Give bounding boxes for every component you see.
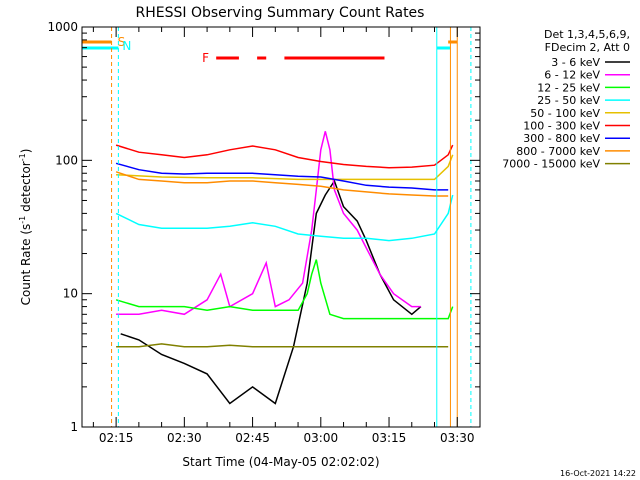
y-tick-label: 1 bbox=[70, 420, 78, 434]
legend-label-8: 7000 - 15000 keV bbox=[502, 158, 600, 171]
y-tick-label: 100 bbox=[55, 153, 78, 167]
y-axis-ticks: 1 10 100 1000 bbox=[47, 20, 480, 434]
chart-title: RHESSI Observing Summary Count Rates bbox=[136, 5, 425, 21]
plot-frame bbox=[81, 26, 481, 428]
state-markers: SN F bbox=[82, 27, 472, 427]
x-tick-label: 03:30 bbox=[440, 431, 475, 445]
legend-label-6: 300 - 800 keV bbox=[523, 132, 600, 145]
x-tick-label: 03:00 bbox=[304, 431, 339, 445]
x-tick-label: 02:45 bbox=[235, 431, 270, 445]
legend-label-3: 25 - 50 keV bbox=[537, 94, 600, 107]
y-axis-label-mid: detector bbox=[19, 161, 33, 216]
series-line-3 bbox=[115, 194, 454, 242]
x-axis-label: Start Time (04-May-05 02:02:02) bbox=[182, 455, 379, 469]
y-axis-label-end: ) bbox=[19, 149, 33, 154]
x-tick-label: 02:30 bbox=[167, 431, 202, 445]
x-tick-label: 03:15 bbox=[372, 431, 407, 445]
legend: Det 1,3,4,5,6,9, FDecim 2, Att 0 3 - 6 k… bbox=[502, 28, 630, 171]
legend-label-4: 50 - 100 keV bbox=[530, 107, 600, 120]
legend-label-1: 6 - 12 keV bbox=[544, 69, 600, 82]
legend-header-line1: Det 1,3,4,5,6,9, bbox=[544, 28, 630, 41]
legend-label-5: 100 - 300 keV bbox=[523, 120, 600, 133]
y-tick-label: 10 bbox=[63, 287, 78, 301]
flare-label: F bbox=[202, 51, 209, 65]
data-layer bbox=[115, 131, 454, 405]
series-line-7 bbox=[115, 171, 449, 197]
series-line-2 bbox=[115, 259, 454, 320]
series-line-5 bbox=[115, 144, 454, 169]
plot-area: SN F 1 10 100 1000 02:15 02:30 02:45 03:00 03:15… bbox=[47, 20, 481, 445]
y-axis-label-main: Count Rate (s bbox=[19, 224, 33, 306]
series-line-0 bbox=[120, 179, 422, 405]
y-tick-label: 1000 bbox=[47, 20, 78, 34]
y-axis-label-sup1: -1 bbox=[18, 216, 27, 224]
legend-header-line2: FDecim 2, Att 0 bbox=[545, 41, 630, 54]
x-axis-ticks: 02:15 02:30 02:45 03:00 03:15 03:30 bbox=[92, 27, 481, 445]
legend-label-2: 12 - 25 keV bbox=[537, 81, 600, 94]
series-line-6 bbox=[115, 162, 449, 191]
legend-label-7: 800 - 7000 keV bbox=[516, 145, 600, 158]
series-line-8 bbox=[116, 343, 449, 348]
series-line-1 bbox=[116, 131, 421, 316]
series-line-4 bbox=[116, 154, 454, 181]
footer-timestamp: 16-Oct-2021 14:22 bbox=[560, 469, 636, 478]
saa-label: S bbox=[118, 35, 126, 49]
x-tick-label: 02:15 bbox=[99, 431, 134, 445]
legend-label-0: 3 - 6 keV bbox=[551, 56, 600, 69]
night-label: N bbox=[122, 39, 131, 53]
y-axis-label: Count Rate (s-1 detector-1) bbox=[18, 149, 33, 306]
y-axis-label-sup2: -1 bbox=[18, 153, 27, 161]
